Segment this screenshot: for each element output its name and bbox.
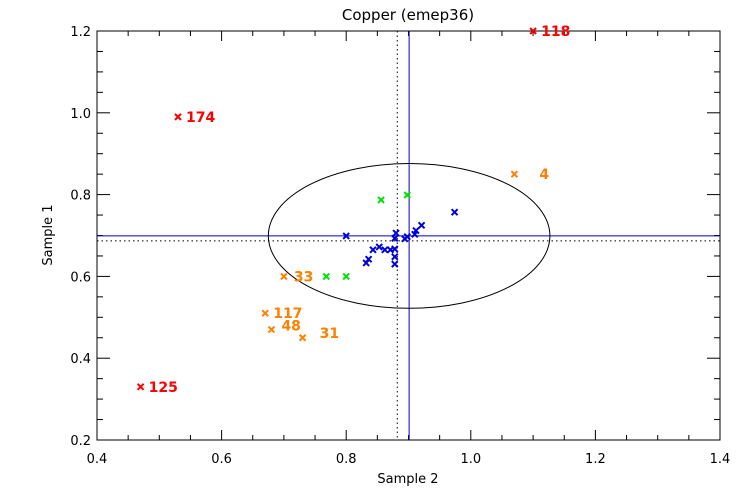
point-label: 31	[320, 326, 339, 342]
point-marker	[375, 243, 383, 251]
point-label: 118	[541, 24, 570, 40]
point-marker	[391, 253, 399, 261]
point-marker	[403, 191, 411, 199]
point-label: 4	[539, 167, 549, 183]
data-point	[342, 272, 350, 281]
y-axis-label: Sample 1	[41, 204, 56, 265]
axes: 0.4 0.6 0.8 1.0 1.2 1.4 0.2 0.4 0.6 0.8 1.0 1.2	[70, 25, 730, 467]
point-marker	[392, 229, 400, 237]
point-marker	[298, 334, 307, 342]
point-marker	[450, 208, 459, 216]
data-point	[391, 253, 399, 261]
point-marker	[391, 245, 399, 253]
point-label: 33	[294, 269, 313, 285]
data-point	[375, 243, 383, 251]
data-point	[401, 235, 409, 243]
data-point	[369, 246, 377, 254]
data-point	[381, 246, 389, 254]
data-point	[391, 234, 399, 243]
point-marker	[510, 170, 519, 178]
point-marker	[411, 230, 419, 238]
x-tick-label: 1.0	[460, 452, 481, 467]
data-point	[362, 259, 370, 267]
x-tick-label: 0.6	[211, 452, 232, 467]
y-tick-label: 1.0	[70, 107, 91, 122]
point-marker	[377, 196, 385, 204]
data-point: 125	[136, 380, 178, 396]
data-point	[377, 196, 385, 204]
point-marker	[529, 27, 537, 35]
y-tick-label: 0.2	[70, 434, 91, 449]
chart-title: Copper (emep36)	[342, 6, 474, 24]
data-point: 4	[510, 167, 549, 183]
data-point: 117	[261, 306, 302, 322]
data-point	[322, 272, 330, 281]
point-marker	[381, 246, 389, 254]
point-label: 117	[273, 306, 302, 322]
data-point: 31	[298, 326, 339, 342]
data-point	[342, 232, 350, 240]
point-marker	[369, 246, 377, 254]
point-marker	[391, 234, 399, 243]
point-marker	[342, 272, 350, 281]
y-tick-label: 1.2	[70, 25, 91, 40]
point-marker	[261, 309, 269, 317]
point-marker	[342, 232, 350, 240]
point-marker	[136, 383, 145, 391]
data-point: 33	[280, 269, 313, 285]
confidence-ellipse-group	[267, 163, 551, 309]
data-point: 174	[174, 110, 215, 126]
point-marker	[401, 235, 409, 243]
point-marker	[322, 272, 330, 281]
data-point: 118	[529, 24, 570, 40]
data-point	[391, 260, 399, 268]
confidence-ellipse	[267, 163, 551, 309]
point-label: 125	[149, 380, 178, 396]
x-tick-label: 1.2	[585, 452, 606, 467]
point-marker	[417, 221, 426, 229]
data-point	[450, 208, 459, 216]
point-marker	[362, 259, 370, 267]
point-label: 174	[186, 110, 215, 126]
x-tick-label: 1.4	[710, 452, 731, 467]
data-point	[417, 221, 426, 229]
data-point	[391, 245, 399, 253]
point-marker	[174, 113, 182, 121]
x-tick-label: 0.8	[336, 452, 357, 467]
data-point	[411, 230, 419, 238]
data-point: 48	[267, 319, 301, 335]
data-point	[403, 191, 411, 199]
x-axis-label: Sample 2	[377, 472, 438, 487]
point-marker	[391, 260, 399, 268]
y-tick-label: 0.6	[70, 270, 91, 285]
x-tick-label: 0.4	[87, 452, 108, 467]
y-tick-label: 0.8	[70, 189, 91, 204]
y-tick-label: 0.4	[70, 352, 91, 367]
point-label: 48	[281, 319, 300, 335]
data-point	[392, 229, 400, 237]
point-marker	[280, 272, 288, 281]
point-marker	[267, 325, 276, 334]
